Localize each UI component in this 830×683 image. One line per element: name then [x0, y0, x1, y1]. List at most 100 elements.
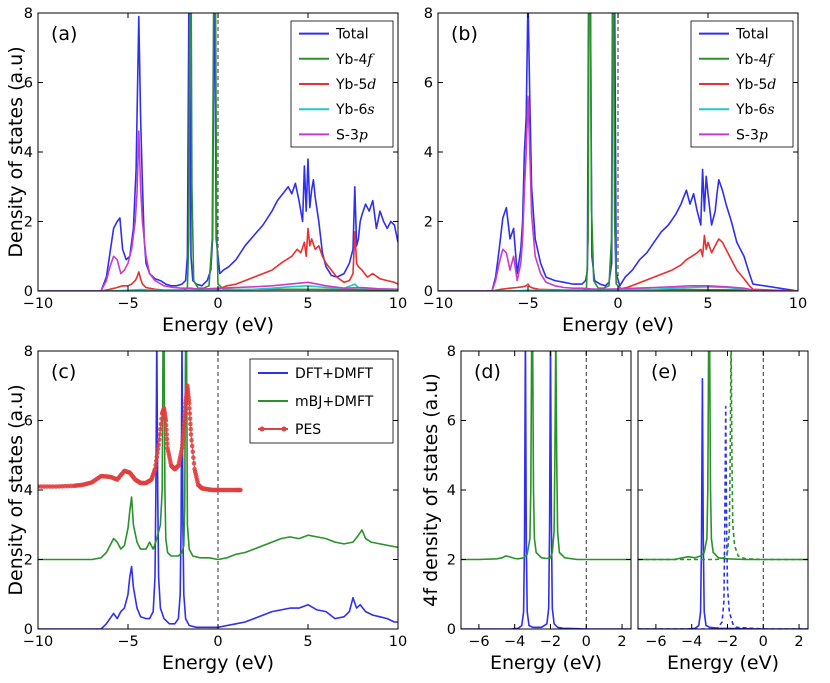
- y-tick-label: 8: [24, 6, 33, 22]
- x-tick-label: 0: [613, 296, 622, 312]
- pes-marker: [187, 406, 192, 411]
- series-blue-solid: [638, 377, 808, 629]
- axes-frame-d: [460, 350, 632, 630]
- pes-marker: [179, 446, 185, 451]
- legend: Total Yb-4f Yb-5d Yb-6s S-3p: [290, 20, 394, 148]
- x-tick-label: −2: [540, 634, 561, 650]
- legend-marker: [281, 426, 287, 432]
- pes-marker: [164, 427, 169, 433]
- pes-marker: [188, 421, 193, 427]
- x-tick-label: 10: [389, 296, 407, 312]
- legend-label: DFT+DMFT: [295, 366, 374, 382]
- y-tick-label: 2: [447, 553, 456, 569]
- legend-marker: [259, 426, 265, 432]
- plot-area-d: [461, 351, 631, 629]
- pes-marker: [180, 439, 185, 444]
- y-tick-label: 6: [447, 414, 456, 430]
- x-tick-label: 10: [389, 634, 407, 650]
- y-tick-label: 4: [24, 145, 33, 161]
- series-green-dashed: [638, 351, 808, 561]
- pes-marker: [191, 455, 196, 460]
- x-tick-label: 5: [703, 296, 712, 312]
- pes-marker: [156, 442, 161, 448]
- y-tick-label: 2: [24, 553, 33, 569]
- pes-marker: [191, 461, 197, 466]
- legend-label: S-3p: [336, 127, 368, 143]
- y-tick-label: 0: [424, 284, 433, 300]
- x-tick-label: 0: [582, 634, 591, 650]
- pes-marker: [182, 412, 187, 418]
- plot-area-a: [38, 13, 398, 291]
- x-tick-label: 0: [213, 296, 222, 312]
- x-tick-label: 0: [213, 634, 222, 650]
- pes-marker: [154, 454, 160, 460]
- y-tick-label: 8: [424, 6, 433, 22]
- pes-marker: [158, 426, 163, 432]
- series-yb-5d: [38, 227, 398, 291]
- y-tick-label: 6: [24, 76, 33, 92]
- series-blue-dashed: [638, 405, 808, 629]
- panel-d: −6 −4 −2 0 2 0 2 4 6 8 (d) Energy (eV) 4f density of…: [420, 344, 632, 674]
- legend-label: Total: [735, 27, 769, 43]
- pes-marker: [187, 411, 193, 416]
- series-dft-dmft: [38, 351, 398, 629]
- legend-label: Yb-6s: [335, 102, 375, 118]
- legend-label: S-3p: [736, 127, 768, 143]
- y-tick-label: 4: [24, 483, 33, 499]
- x-tick-label: −4: [504, 634, 525, 650]
- pes-marker: [180, 435, 186, 441]
- y-tick-label: 6: [24, 414, 33, 430]
- pes-marker: [182, 408, 188, 414]
- legend-label: Yb-4f: [735, 52, 775, 68]
- x-axis-label: Energy (eV): [667, 652, 779, 674]
- x-tick-label: −10: [23, 634, 54, 650]
- legend-label: Yb-5d: [735, 77, 776, 93]
- series-markers-pes: [38, 383, 243, 493]
- y-tick-label: 0: [24, 622, 33, 638]
- pes-marker: [181, 421, 187, 426]
- pes-marker: [163, 418, 169, 423]
- panel-c: −10 −5 0 5 10 0 2 4 6 8 (c) Energy (eV) Density of s…: [5, 344, 407, 674]
- pes-marker: [164, 432, 169, 437]
- y-tick-label: 2: [424, 215, 433, 231]
- series-s-3p: [438, 95, 798, 291]
- panel-e: −6 −4 −2 0 2 (e) Energy (eV): [637, 350, 809, 674]
- pes-marker: [152, 466, 158, 472]
- series-total: [438, 13, 798, 291]
- y-tick-label: 2: [24, 215, 33, 231]
- y-tick-label: 8: [447, 344, 456, 360]
- legend-label: Yb-4f: [335, 52, 375, 68]
- pes-marker: [153, 458, 159, 464]
- x-tick-label: 0: [759, 634, 768, 650]
- pes-marker: [155, 446, 161, 452]
- series-blue: [461, 351, 631, 629]
- legend-label: Total: [335, 27, 369, 43]
- x-tick-label: 5: [303, 634, 312, 650]
- x-tick-label: −6: [468, 634, 489, 650]
- pes-marker: [159, 416, 164, 422]
- x-tick-label: −10: [423, 296, 454, 312]
- pes-marker: [153, 462, 158, 468]
- series-green: [461, 351, 631, 561]
- series-yb-5d: [438, 234, 798, 291]
- pes-marker: [158, 421, 164, 427]
- x-tick-label: −2: [717, 634, 738, 650]
- series-mbj-dmft: [38, 351, 398, 561]
- pes-marker: [188, 426, 193, 432]
- pes-marker: [187, 416, 193, 422]
- pes-marker: [186, 400, 192, 406]
- pes-marker: [189, 437, 194, 443]
- y-tick-label: 8: [24, 344, 33, 360]
- x-tick-label: 2: [794, 634, 803, 650]
- pes-marker: [182, 417, 187, 422]
- panel-label: (a): [51, 23, 77, 45]
- x-axis-label: Energy (eV): [162, 652, 274, 674]
- y-tick-label: 4: [424, 145, 433, 161]
- y-axis-label: 4f density of states (a.u): [420, 373, 442, 607]
- plot-area-e: [638, 351, 808, 629]
- pes-marker: [163, 422, 169, 428]
- plot-area-c: [38, 351, 398, 629]
- pes-marker: [180, 442, 185, 448]
- pes-marker: [183, 404, 188, 410]
- y-axis-label: Density of states (a.u): [5, 384, 27, 595]
